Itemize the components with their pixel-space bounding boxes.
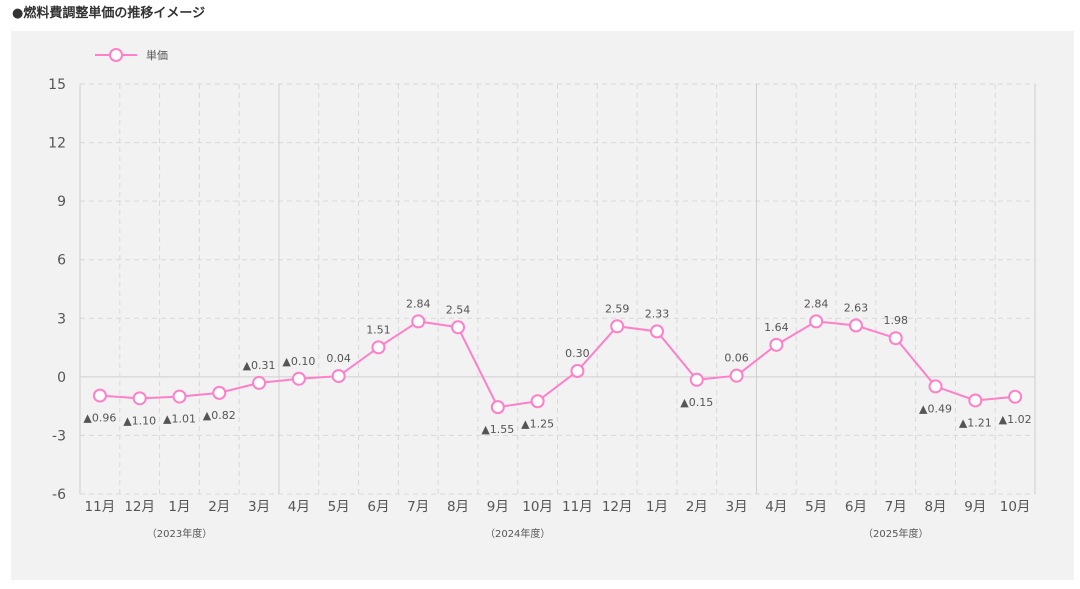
data-point — [1008, 389, 1023, 404]
fiscal-year-label: （2025年度） — [863, 527, 928, 540]
data-point — [809, 314, 824, 329]
data-point — [331, 369, 346, 384]
data-point — [92, 388, 107, 403]
data-label: ▲0.15 — [680, 396, 713, 409]
x-tick-label: 4月 — [288, 499, 310, 515]
data-label: ▲0.10 — [282, 355, 315, 368]
data-label: 2.63 — [844, 302, 869, 315]
x-tick-label: 5月 — [328, 499, 350, 515]
x-tick-label: 7月 — [407, 499, 429, 515]
x-tick-label: 1月 — [646, 499, 668, 515]
y-tick-label: -6 — [52, 487, 66, 503]
x-tick-label: 8月 — [924, 499, 946, 515]
data-point — [729, 368, 744, 383]
x-tick-label: 3月 — [726, 499, 748, 515]
x-tick-label: 9月 — [964, 499, 986, 515]
x-tick-label: 10月 — [1000, 499, 1031, 515]
chart-panel — [11, 31, 1074, 580]
x-tick-label: 4月 — [765, 499, 787, 515]
grid — [79, 83, 1036, 495]
data-point — [371, 340, 386, 355]
data-label: 0.30 — [565, 347, 590, 360]
data-label: 1.64 — [764, 321, 789, 334]
data-point — [490, 400, 505, 415]
data-label: 2.84 — [406, 297, 431, 310]
y-tick-label: 12 — [48, 136, 66, 152]
data-label: ▲1.10 — [123, 414, 156, 427]
y-tick-label: 9 — [57, 194, 66, 210]
data-point — [649, 324, 664, 339]
data-point — [888, 331, 903, 346]
data-label: 2.84 — [804, 297, 829, 310]
data-point — [132, 391, 147, 406]
data-point — [451, 320, 466, 335]
fiscal-year-label: （2024年度） — [485, 527, 550, 540]
data-point — [689, 372, 704, 387]
x-tick-label: 6月 — [845, 499, 867, 515]
data-label: 0.04 — [326, 352, 351, 365]
x-tick-label: 5月 — [805, 499, 827, 515]
data-label: 1.98 — [883, 314, 908, 327]
data-label: ▲1.01 — [163, 413, 196, 426]
data-labels: ▲0.96 ▲1.10 ▲1.01 ▲0.82 ▲0.31 ▲0.10 0.04 1.51 2.… — [83, 297, 1031, 436]
x-tick-label: 2月 — [686, 499, 708, 515]
page-title: ●燃料費調整単価の推移イメージ — [12, 6, 206, 21]
data-point — [928, 379, 943, 394]
data-label: ▲0.82 — [203, 409, 236, 422]
data-point — [252, 375, 267, 390]
x-tick-label: 12月 — [602, 499, 633, 515]
data-label: ▲1.55 — [481, 423, 514, 436]
y-tick-label: 15 — [48, 77, 66, 93]
data-label: 1.51 — [366, 323, 391, 336]
data-point — [610, 319, 625, 334]
x-tick-label: 12月 — [124, 499, 155, 515]
data-label: 2.33 — [645, 307, 670, 320]
y-tick-label: -3 — [52, 428, 66, 444]
data-label: 0.06 — [724, 352, 749, 365]
x-tick-label: 2月 — [208, 499, 230, 515]
data-label: ▲1.25 — [521, 417, 554, 430]
data-label: 2.54 — [446, 303, 471, 316]
axis-labels: -6 -3 0 3 6 9 12 15 11月 12月 1月 2月 3月 4月 5月 6月 7月 8月 9月 10月 1… — [48, 77, 1030, 540]
x-tick-label: 7月 — [885, 499, 907, 515]
fiscal-year-label: （2023年度） — [147, 527, 212, 540]
data-label: ▲0.49 — [919, 402, 952, 415]
data-point — [570, 364, 585, 378]
x-tick-label: 10月 — [522, 499, 553, 515]
data-point — [530, 394, 545, 409]
data-label: 2.59 — [605, 302, 630, 315]
legend-marker-swatch — [109, 48, 123, 62]
data-point — [848, 318, 863, 333]
x-tick-label: 9月 — [487, 499, 509, 515]
data-points — [92, 314, 1023, 415]
data-point — [769, 337, 784, 352]
x-tick-label: 1月 — [168, 499, 190, 515]
x-tick-label: 11月 — [562, 499, 593, 515]
x-tick-label: 8月 — [447, 499, 469, 515]
data-point — [172, 389, 187, 404]
data-label: ▲0.31 — [243, 359, 276, 372]
legend-label: 単価 — [146, 48, 168, 62]
data-point — [411, 314, 426, 329]
data-point — [968, 393, 983, 408]
data-label: ▲0.96 — [83, 412, 116, 425]
data-point — [212, 385, 227, 400]
legend: 単価 — [95, 48, 168, 62]
x-tick-label: 11月 — [85, 499, 116, 515]
data-label: ▲1.02 — [999, 413, 1032, 426]
y-tick-label: 0 — [57, 370, 66, 386]
x-tick-label: 3月 — [248, 499, 270, 515]
y-tick-label: 3 — [57, 311, 66, 327]
data-label: ▲1.21 — [959, 416, 992, 429]
x-tick-label: 6月 — [367, 499, 389, 515]
y-tick-label: 6 — [57, 253, 66, 269]
data-point — [291, 371, 306, 386]
